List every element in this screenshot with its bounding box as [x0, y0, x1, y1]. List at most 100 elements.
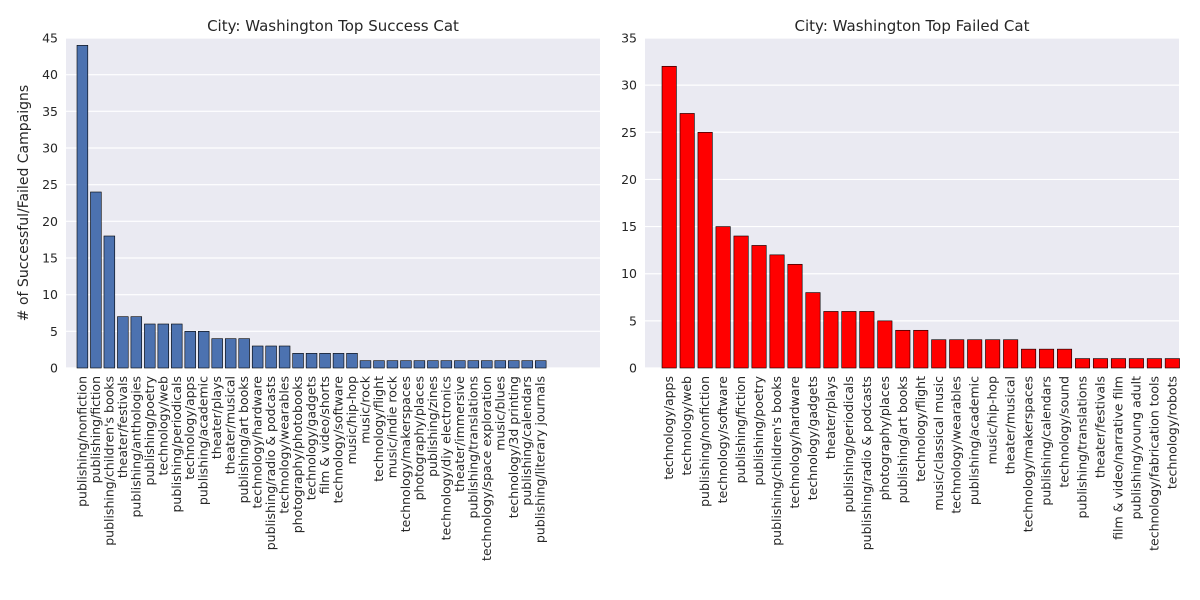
x-tick-label: technology/web [155, 376, 170, 476]
x-tick-label: publishing/children's books [101, 376, 116, 546]
chart-title: City: Washington Top Failed Cat [795, 17, 1030, 35]
y-tick-label: 25 [621, 125, 637, 140]
bar [117, 316, 129, 369]
x-tick-label: technology/web [679, 376, 694, 476]
x-tick-label: publishing/nonfiction [697, 376, 712, 507]
x-tick-label: technology/flight [371, 376, 386, 482]
x-tick-label: theater/musical [223, 376, 238, 474]
x-tick-label: film & video/shorts [317, 376, 332, 494]
x-tick-label: technology/apps [661, 376, 676, 480]
bar [359, 360, 372, 369]
x-tick-label: photography/photobooks [290, 376, 305, 533]
x-tick-label: music/rock [357, 375, 372, 444]
x-tick-label: technology/fabrication tools [1146, 376, 1161, 551]
x-tick-label: publishing/art books [895, 376, 910, 503]
x-tick-label: technology/gadgets [805, 376, 820, 500]
bar [144, 323, 156, 369]
y-tick-label: 30 [42, 141, 58, 156]
x-tick-label: technology/3d printing [506, 376, 521, 518]
x-tick-label: publishing/radio & podcasts [859, 376, 874, 550]
x-tick-label: publishing/poetry [142, 375, 157, 485]
y-tick-label: 10 [621, 266, 637, 281]
bar [661, 65, 677, 369]
bar [440, 360, 453, 369]
x-tick-label: music/hip-hop [985, 376, 1000, 465]
bar [467, 360, 480, 369]
x-tick-label: technology/software [715, 376, 730, 504]
bar [521, 360, 533, 369]
bar [400, 360, 412, 369]
y-tick-label: 0 [50, 361, 58, 376]
x-tick-label: publishing/translations [465, 376, 480, 518]
plot-area [66, 38, 600, 368]
bar [76, 45, 89, 369]
y-tick-label: 0 [629, 361, 637, 376]
y-tick-label: 45 [42, 31, 58, 46]
x-tick-label: publishing/young adult [1128, 376, 1143, 520]
bar [1146, 358, 1162, 369]
bar [841, 311, 857, 369]
bar [346, 353, 358, 369]
bar [103, 235, 116, 369]
x-tick-label: technology/makerspaces [1021, 376, 1036, 532]
x-tick-label: technology/hardware [787, 376, 802, 509]
x-tick-label: publishing/poetry [751, 375, 766, 485]
y-tick-label: 35 [42, 104, 58, 119]
x-tick-label: publishing/radio & podcasts [263, 376, 278, 550]
bar [1003, 339, 1019, 369]
x-tick-label: publishing/academic [196, 376, 211, 505]
x-tick-label: publishing/periodicals [169, 376, 184, 513]
bar [427, 360, 439, 369]
x-tick-label: technology/space exploration [479, 376, 494, 561]
bar [733, 235, 749, 369]
bar [90, 191, 102, 369]
bar [679, 113, 695, 369]
x-tick-label: publishing/academic [967, 376, 982, 505]
x-tick-label: music/blues [492, 376, 507, 451]
x-tick-label: music/classical music [931, 376, 946, 511]
bar [1075, 358, 1091, 369]
y-tick-label: 5 [629, 313, 637, 328]
bar [949, 339, 965, 369]
bar [319, 353, 331, 369]
x-tick-label: technology/wearables [277, 376, 292, 514]
bar [211, 338, 223, 369]
y-tick-label: 10 [42, 287, 58, 302]
bar [769, 254, 785, 369]
x-tick-label: technology/software [331, 376, 346, 504]
bar [508, 360, 520, 369]
bar [454, 360, 466, 369]
x-tick-label: theater/plays [823, 376, 838, 459]
x-tick-label: theater/festivals [115, 376, 130, 478]
x-tick-label: theater/plays [209, 376, 224, 459]
bar [413, 360, 426, 369]
bar [751, 245, 767, 369]
x-tick-label: publishing/zines [425, 376, 440, 477]
x-tick-label: publishing/fiction [88, 376, 103, 483]
bar [859, 311, 875, 369]
x-tick-label: technology/gadgets [304, 376, 319, 500]
bar [1057, 348, 1073, 369]
x-tick-label: publishing/periodicals [841, 376, 856, 513]
bar [877, 320, 893, 369]
bar [985, 339, 1001, 369]
x-tick-label: publishing/fiction [733, 376, 748, 483]
x-tick-label: technology/robots [1164, 376, 1179, 489]
bar [292, 353, 304, 369]
bar [913, 329, 929, 369]
x-tick-label: technology/apps [182, 376, 197, 480]
x-tick-label: technology/makerspaces [398, 376, 413, 532]
y-tick-label: 20 [621, 172, 637, 187]
bar [823, 311, 839, 369]
bar [157, 323, 169, 369]
bar [787, 263, 803, 369]
bar [931, 339, 947, 369]
x-tick-label: technology/diy electronics [438, 376, 453, 540]
y-tick-label: 35 [621, 31, 637, 46]
bar [1039, 348, 1055, 369]
bar [697, 131, 713, 369]
y-tick-label: 25 [42, 177, 58, 192]
success-chart: 051015202530354045publishing/nonfictionp… [42, 17, 600, 561]
